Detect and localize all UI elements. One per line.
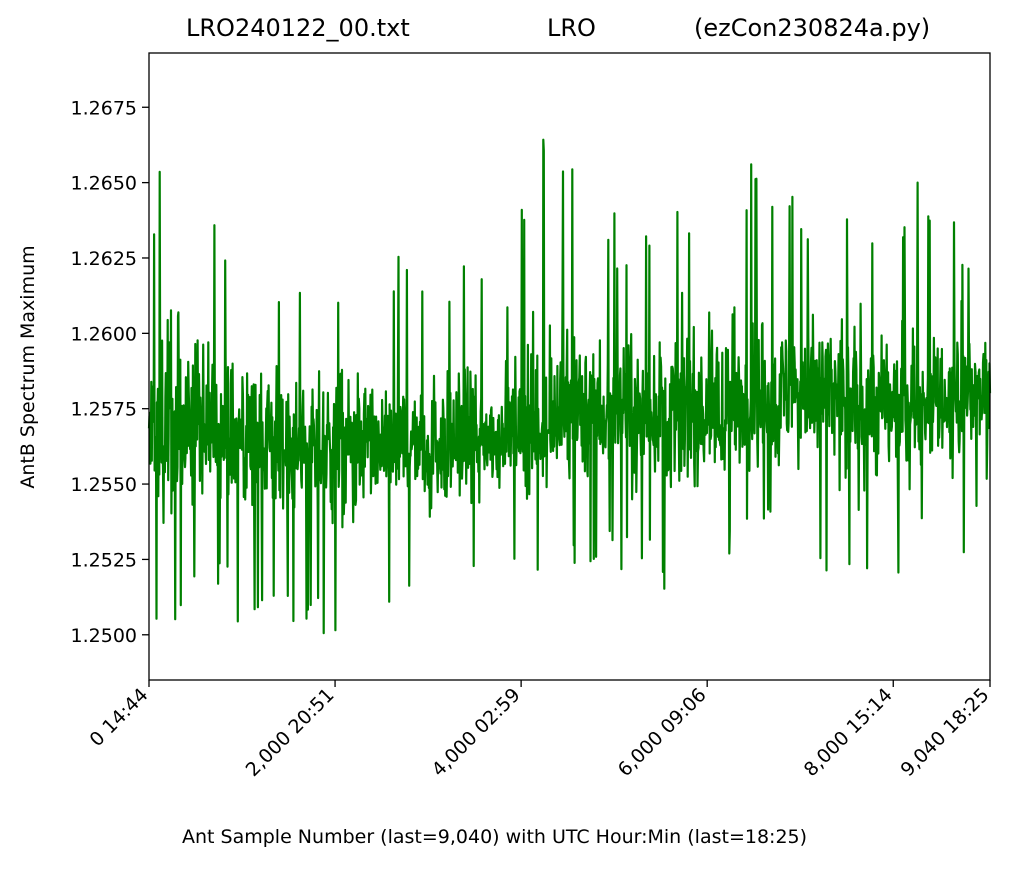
plot-area	[149, 53, 990, 680]
y-tick-label: 1.2650	[71, 173, 137, 195]
y-tick-label: 1.2550	[71, 474, 137, 496]
plot-frame	[148, 52, 991, 681]
y-tick-label: 1.2675	[71, 97, 137, 119]
title-filename: LRO240122_00.txt	[186, 14, 410, 42]
y-axis: 1.2500 1.2525 1.2550 1.2575 1.2600 1.2625 1.26…	[71, 97, 149, 647]
x-tick-label: 6,000 09:06	[614, 684, 711, 781]
title-program: (ezCon230824a.py)	[694, 14, 931, 42]
x-axis: 0 14:44 2,000 20:51 4,000 02:59 6,000 09:06…	[85, 680, 994, 781]
y-tick-label: 1.2575	[71, 399, 137, 421]
x-tick-label: 2,000 20:51	[242, 684, 339, 781]
y-tick-label: 1.2500	[71, 625, 137, 647]
y-tick-label: 1.2625	[71, 248, 137, 270]
x-axis-label: Ant Sample Number (last=9,040) with UTC …	[182, 826, 808, 848]
y-axis-label: AntB Spectrum Maximum	[17, 245, 39, 489]
series-line	[147, 138, 992, 635]
y-tick-label: 1.2525	[71, 549, 137, 571]
x-tick-label: 8,000 15:14	[800, 684, 897, 781]
x-tick-label: 4,000 02:59	[428, 684, 525, 781]
y-tick-label: 1.2600	[71, 323, 137, 345]
x-tick-label: 0 14:44	[85, 684, 152, 751]
title-station: LRO	[547, 14, 596, 42]
x-tick-label: 9,040 18:25	[897, 684, 994, 781]
